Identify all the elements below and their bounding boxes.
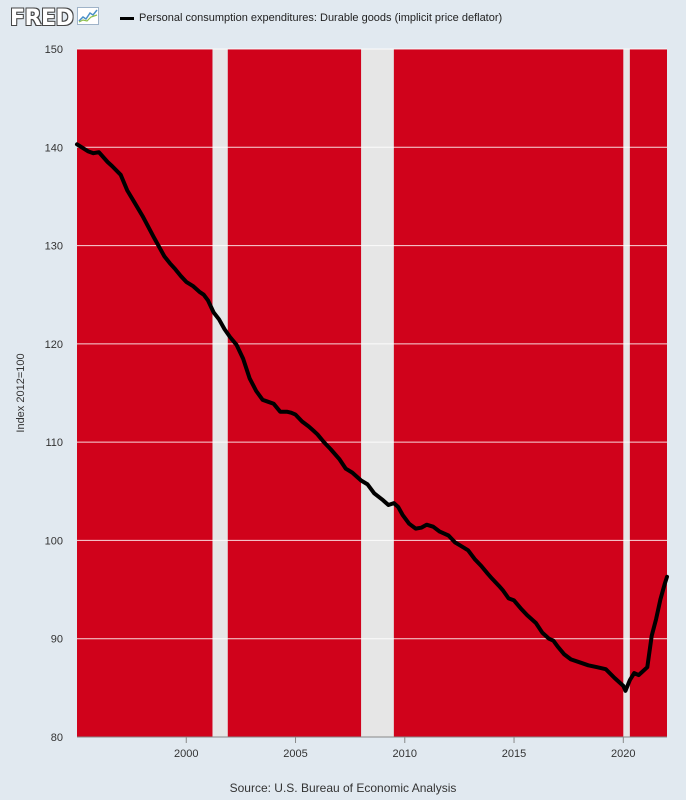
fred-logo-text: FRED xyxy=(10,6,74,31)
recession-band xyxy=(212,49,228,737)
series-line xyxy=(75,142,669,693)
x-tick-label: 2015 xyxy=(502,748,526,760)
y-tick-label: 150 xyxy=(45,44,63,56)
chart-legend: Personal consumption expenditures: Durab… xyxy=(120,12,502,24)
x-tick-label: 2020 xyxy=(611,748,635,760)
y-tick-label: 130 xyxy=(45,241,63,253)
x-tick-label: 2005 xyxy=(283,748,307,760)
x-tick-label: 2010 xyxy=(393,748,417,760)
line-graph-icon xyxy=(77,7,100,30)
y-axis-label: Index 2012=100 xyxy=(15,353,27,432)
y-tick-label: 90 xyxy=(51,634,63,646)
legend-swatch xyxy=(120,16,134,20)
recession-band xyxy=(623,49,630,737)
y-tick-label: 120 xyxy=(45,339,63,351)
legend-label: Personal consumption expenditures: Durab… xyxy=(139,12,503,24)
y-tick-label: 110 xyxy=(45,437,63,449)
y-tick-label: 80 xyxy=(51,732,63,744)
y-tick-label: 140 xyxy=(45,142,63,154)
x-tick-label: 2000 xyxy=(174,748,198,760)
fred-logo[interactable]: FRED xyxy=(10,6,100,31)
source-note: Source: U.S. Bureau of Economic Analysis xyxy=(229,781,457,795)
y-tick-label: 100 xyxy=(45,535,63,547)
recession-band xyxy=(361,49,394,737)
